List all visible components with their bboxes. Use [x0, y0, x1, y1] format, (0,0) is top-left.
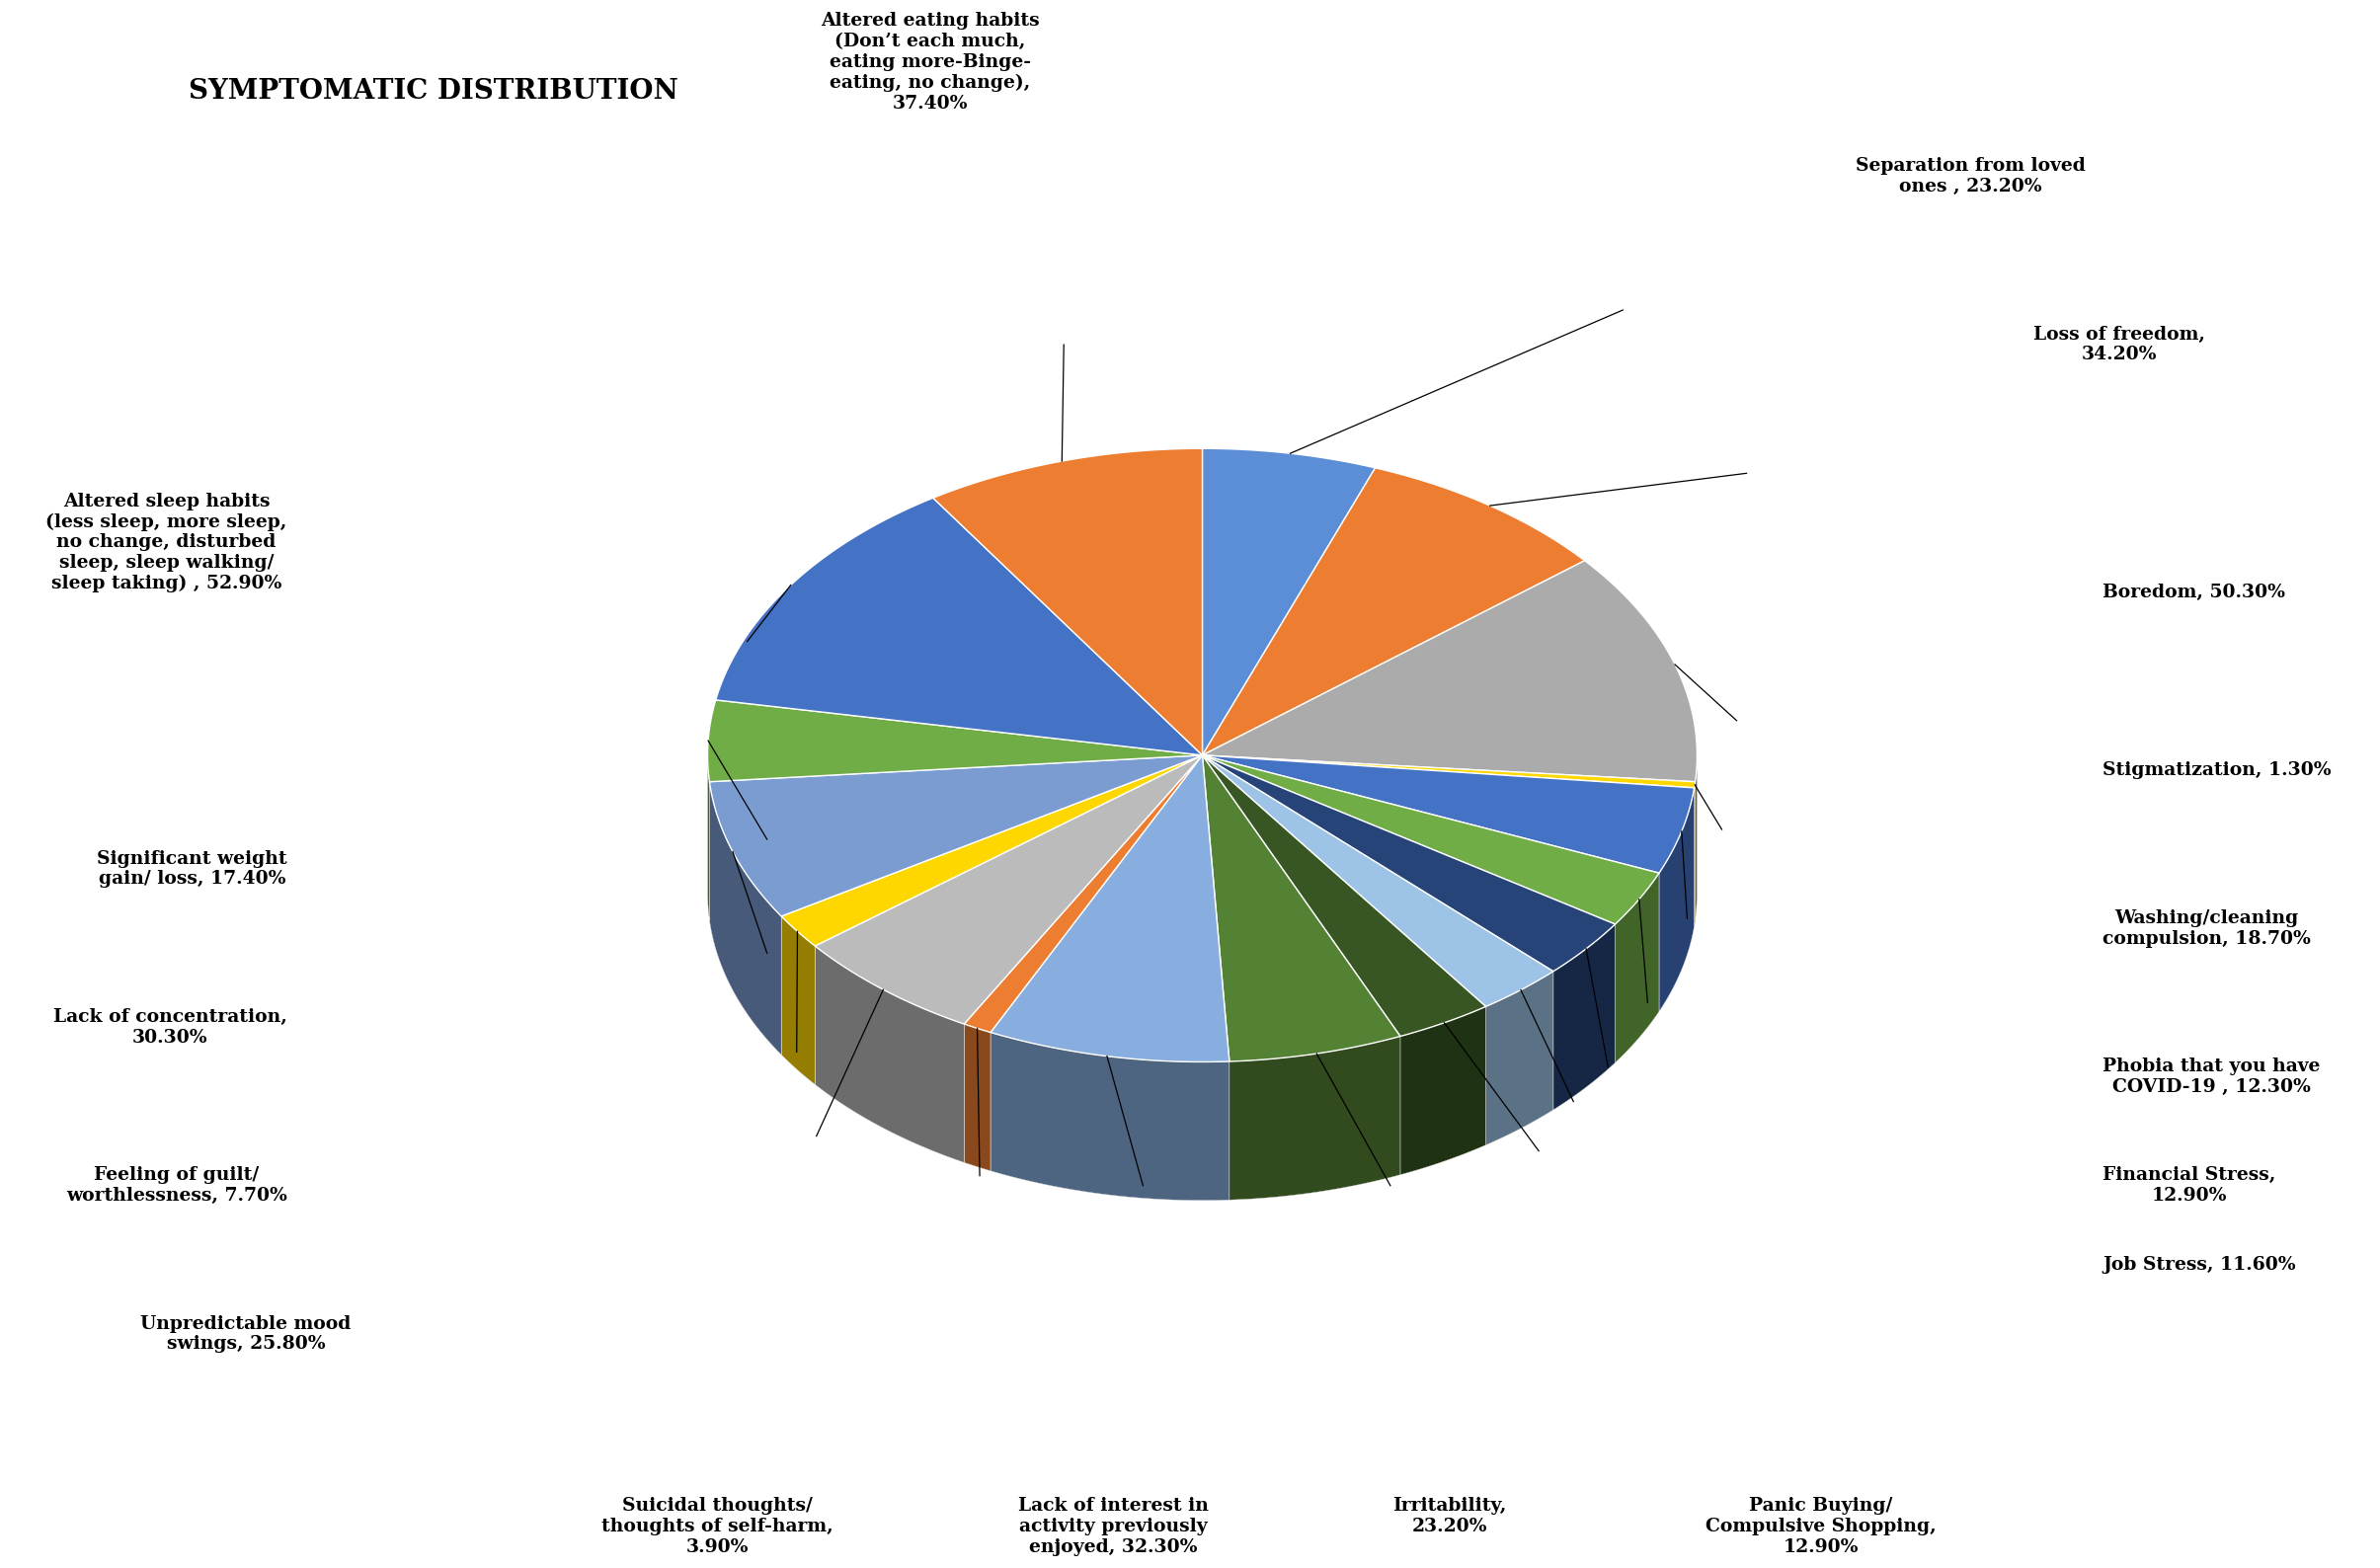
- Polygon shape: [781, 756, 1202, 946]
- Text: Phobia that you have
COVID-19 , 12.30%: Phobia that you have COVID-19 , 12.30%: [2102, 1057, 2320, 1096]
- Text: Boredom, 50.30%: Boredom, 50.30%: [2102, 583, 2285, 601]
- Polygon shape: [1202, 756, 1659, 924]
- Text: Suicidal thoughts/
thoughts of self-harm,
3.90%: Suicidal thoughts/ thoughts of self-harm…: [602, 1497, 833, 1555]
- Polygon shape: [1202, 448, 1376, 756]
- Polygon shape: [1202, 756, 1554, 1007]
- Polygon shape: [964, 1024, 990, 1171]
- Polygon shape: [933, 448, 1202, 756]
- Polygon shape: [814, 756, 1202, 1024]
- Text: Panic Buying/
Compulsive Shopping,
12.90%: Panic Buying/ Compulsive Shopping, 12.90…: [1706, 1497, 1937, 1555]
- Polygon shape: [1202, 756, 1695, 787]
- Polygon shape: [1399, 1007, 1485, 1174]
- Text: SYMPTOMATIC DISTRIBUTION: SYMPTOMATIC DISTRIBUTION: [188, 77, 678, 103]
- Polygon shape: [1485, 971, 1554, 1145]
- Polygon shape: [1659, 787, 1695, 1011]
- Text: Lack of concentration,
30.30%: Lack of concentration, 30.30%: [52, 1008, 288, 1046]
- Text: Loss of freedom,
34.20%: Loss of freedom, 34.20%: [2033, 326, 2206, 364]
- Polygon shape: [707, 699, 1202, 782]
- Text: Stigmatization, 1.30%: Stigmatization, 1.30%: [2102, 760, 2332, 779]
- Polygon shape: [709, 782, 781, 1055]
- Text: Unpredictable mood
swings, 25.80%: Unpredictable mood swings, 25.80%: [140, 1316, 352, 1353]
- Text: Lack of interest in
activity previously
enjoyed, 32.30%: Lack of interest in activity previously …: [1019, 1497, 1209, 1555]
- Polygon shape: [1202, 756, 1399, 1062]
- Polygon shape: [709, 756, 1202, 916]
- Polygon shape: [1554, 924, 1616, 1110]
- Text: Feeling of guilt/
worthlessness, 7.70%: Feeling of guilt/ worthlessness, 7.70%: [67, 1167, 288, 1204]
- Text: Significant weight
gain/ loss, 17.40%: Significant weight gain/ loss, 17.40%: [98, 850, 288, 887]
- Polygon shape: [990, 756, 1230, 1062]
- Polygon shape: [1202, 756, 1695, 873]
- Polygon shape: [814, 946, 964, 1162]
- Polygon shape: [1230, 1036, 1399, 1200]
- Polygon shape: [990, 1032, 1230, 1201]
- Polygon shape: [716, 499, 1202, 756]
- Polygon shape: [1202, 561, 1697, 782]
- Polygon shape: [1202, 756, 1616, 971]
- Polygon shape: [964, 756, 1202, 1032]
- Text: Altered eating habits
(Don’t each much,
eating more-Binge-
eating, no change),
3: Altered eating habits (Don’t each much, …: [821, 13, 1040, 113]
- Polygon shape: [707, 756, 1697, 1201]
- Text: Job Stress, 11.60%: Job Stress, 11.60%: [2102, 1256, 2297, 1273]
- Polygon shape: [781, 916, 814, 1085]
- Text: Separation from loved
ones , 23.20%: Separation from loved ones , 23.20%: [1856, 157, 2085, 196]
- Text: Altered sleep habits
(less sleep, more sleep,
no change, disturbed
sleep, sleep : Altered sleep habits (less sleep, more s…: [45, 492, 288, 593]
- Polygon shape: [1202, 467, 1585, 756]
- Polygon shape: [1202, 756, 1485, 1036]
- Polygon shape: [1616, 873, 1659, 1063]
- Text: Washing/cleaning
compulsion, 18.70%: Washing/cleaning compulsion, 18.70%: [2102, 909, 2311, 947]
- Text: Irritability,
23.20%: Irritability, 23.20%: [1392, 1497, 1507, 1535]
- Text: Financial Stress,
12.90%: Financial Stress, 12.90%: [2102, 1167, 2275, 1204]
